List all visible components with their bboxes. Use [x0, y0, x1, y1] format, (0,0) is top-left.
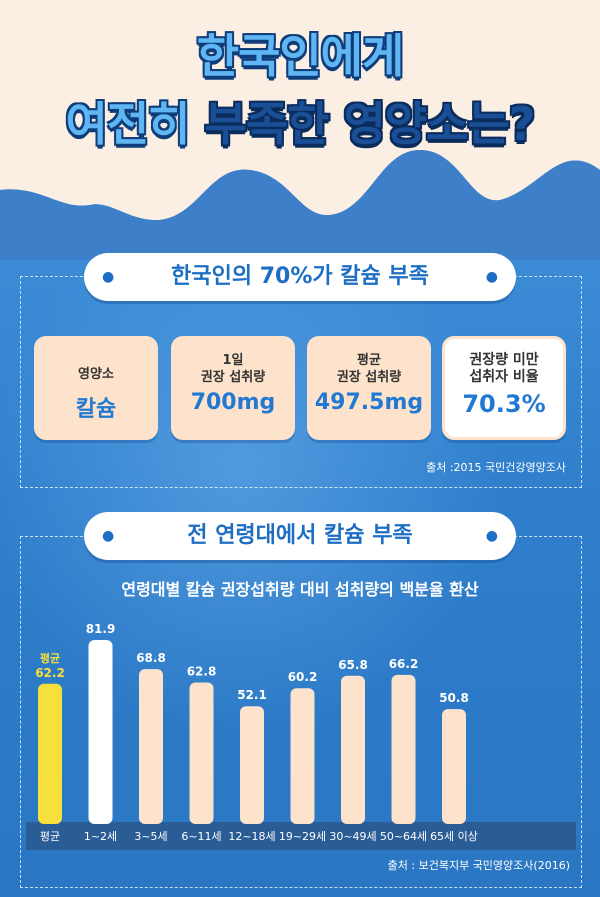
title-line-2: 여전히 부족한 영양소는? [0, 88, 600, 154]
card-nutrient: 영양소 칼슘 [34, 336, 158, 440]
card-label: 1일 권장 섭취량 [200, 353, 266, 385]
avg-label: 평균 [40, 651, 60, 665]
category-label-3: 6~11세 [181, 830, 221, 843]
card-value: 70.3% [462, 390, 546, 418]
title-dark: 부족한 영양소는? [204, 97, 536, 151]
card-recommended: 1일 권장 섭취량 700mg [171, 336, 295, 440]
category-label-7: 50~64세 [380, 830, 427, 843]
category-label-2: 3~5세 [134, 830, 167, 843]
category-label-4: 12~18세 [228, 830, 275, 843]
category-label-0: 평균 [40, 830, 60, 843]
category-label-1: 1~2세 [84, 830, 117, 843]
bar-7 [391, 674, 416, 824]
section1-heading: ● 한국인의 70%가 칼슘 부족 ● [84, 253, 516, 301]
value-label-7: 66.2 [389, 657, 419, 671]
value-label-4: 52.1 [237, 688, 267, 702]
card-ratio: 권장량 미만 섭취자 비율 70.3% [442, 336, 566, 440]
card-value: 497.5mg [314, 390, 424, 415]
bar-4 [240, 706, 264, 824]
bullet-dot-left: ● [102, 528, 115, 544]
bullet-dot-right: ● [485, 269, 498, 285]
section1-heading-text: 한국인의 70%가 칼슘 부족 [171, 264, 429, 289]
bar-0 [38, 683, 62, 824]
card-average: 평균 권장 섭취량 497.5mg [307, 336, 431, 440]
bar-8 [442, 709, 466, 824]
card-label: 평균 권장 섭취량 [336, 353, 402, 385]
section2-heading-text: 전 연령대에서 칼슘 부족 [187, 523, 413, 548]
bar-chart: 62.2평균평균81.91~2세68.83~5세62.86~11세52.112~… [35, 622, 478, 843]
section1-source: 출처 :2015 국민건강영양조사 [426, 461, 566, 474]
value-label-5: 60.2 [288, 670, 318, 684]
bar-3 [189, 682, 214, 824]
bar-6 [341, 675, 365, 824]
value-label-1: 81.9 [86, 622, 116, 636]
value-label-3: 62.8 [187, 664, 217, 678]
x-axis-band [26, 822, 576, 850]
card-value: 700mg [190, 390, 276, 415]
value-label-2: 68.8 [136, 651, 166, 665]
bullet-dot-left: ● [102, 269, 115, 285]
card-label: 영양소 [78, 367, 114, 382]
value-label-6: 65.8 [338, 658, 368, 672]
bar-2 [139, 669, 163, 824]
card-label: 권장량 미만 섭취자 비율 [469, 352, 539, 385]
bar-5 [290, 688, 315, 824]
value-label-0: 62.2 [35, 666, 65, 680]
section2-heading: ● 전 연령대에서 칼슘 부족 ● [84, 512, 516, 560]
bullet-dot-right: ● [485, 528, 498, 544]
category-label-5: 19~29세 [279, 830, 326, 843]
card-value: 칼슘 [75, 397, 117, 422]
value-label-8: 50.8 [439, 691, 469, 705]
bar-1 [88, 640, 113, 824]
wave-header [0, 0, 600, 260]
chart-subtitle: 연령대별 칼슘 권장섭취량 대비 섭취량의 백분율 환산 [121, 580, 479, 599]
category-label-8: 65세 이상 [430, 830, 478, 843]
category-label-6: 30~49세 [329, 830, 376, 843]
section2-source: 출처 : 보건복지부 국민영양조사(2016) [387, 859, 570, 872]
title-line-1: 한국인에게 [196, 29, 405, 83]
title-light: 여전히 [65, 97, 191, 151]
